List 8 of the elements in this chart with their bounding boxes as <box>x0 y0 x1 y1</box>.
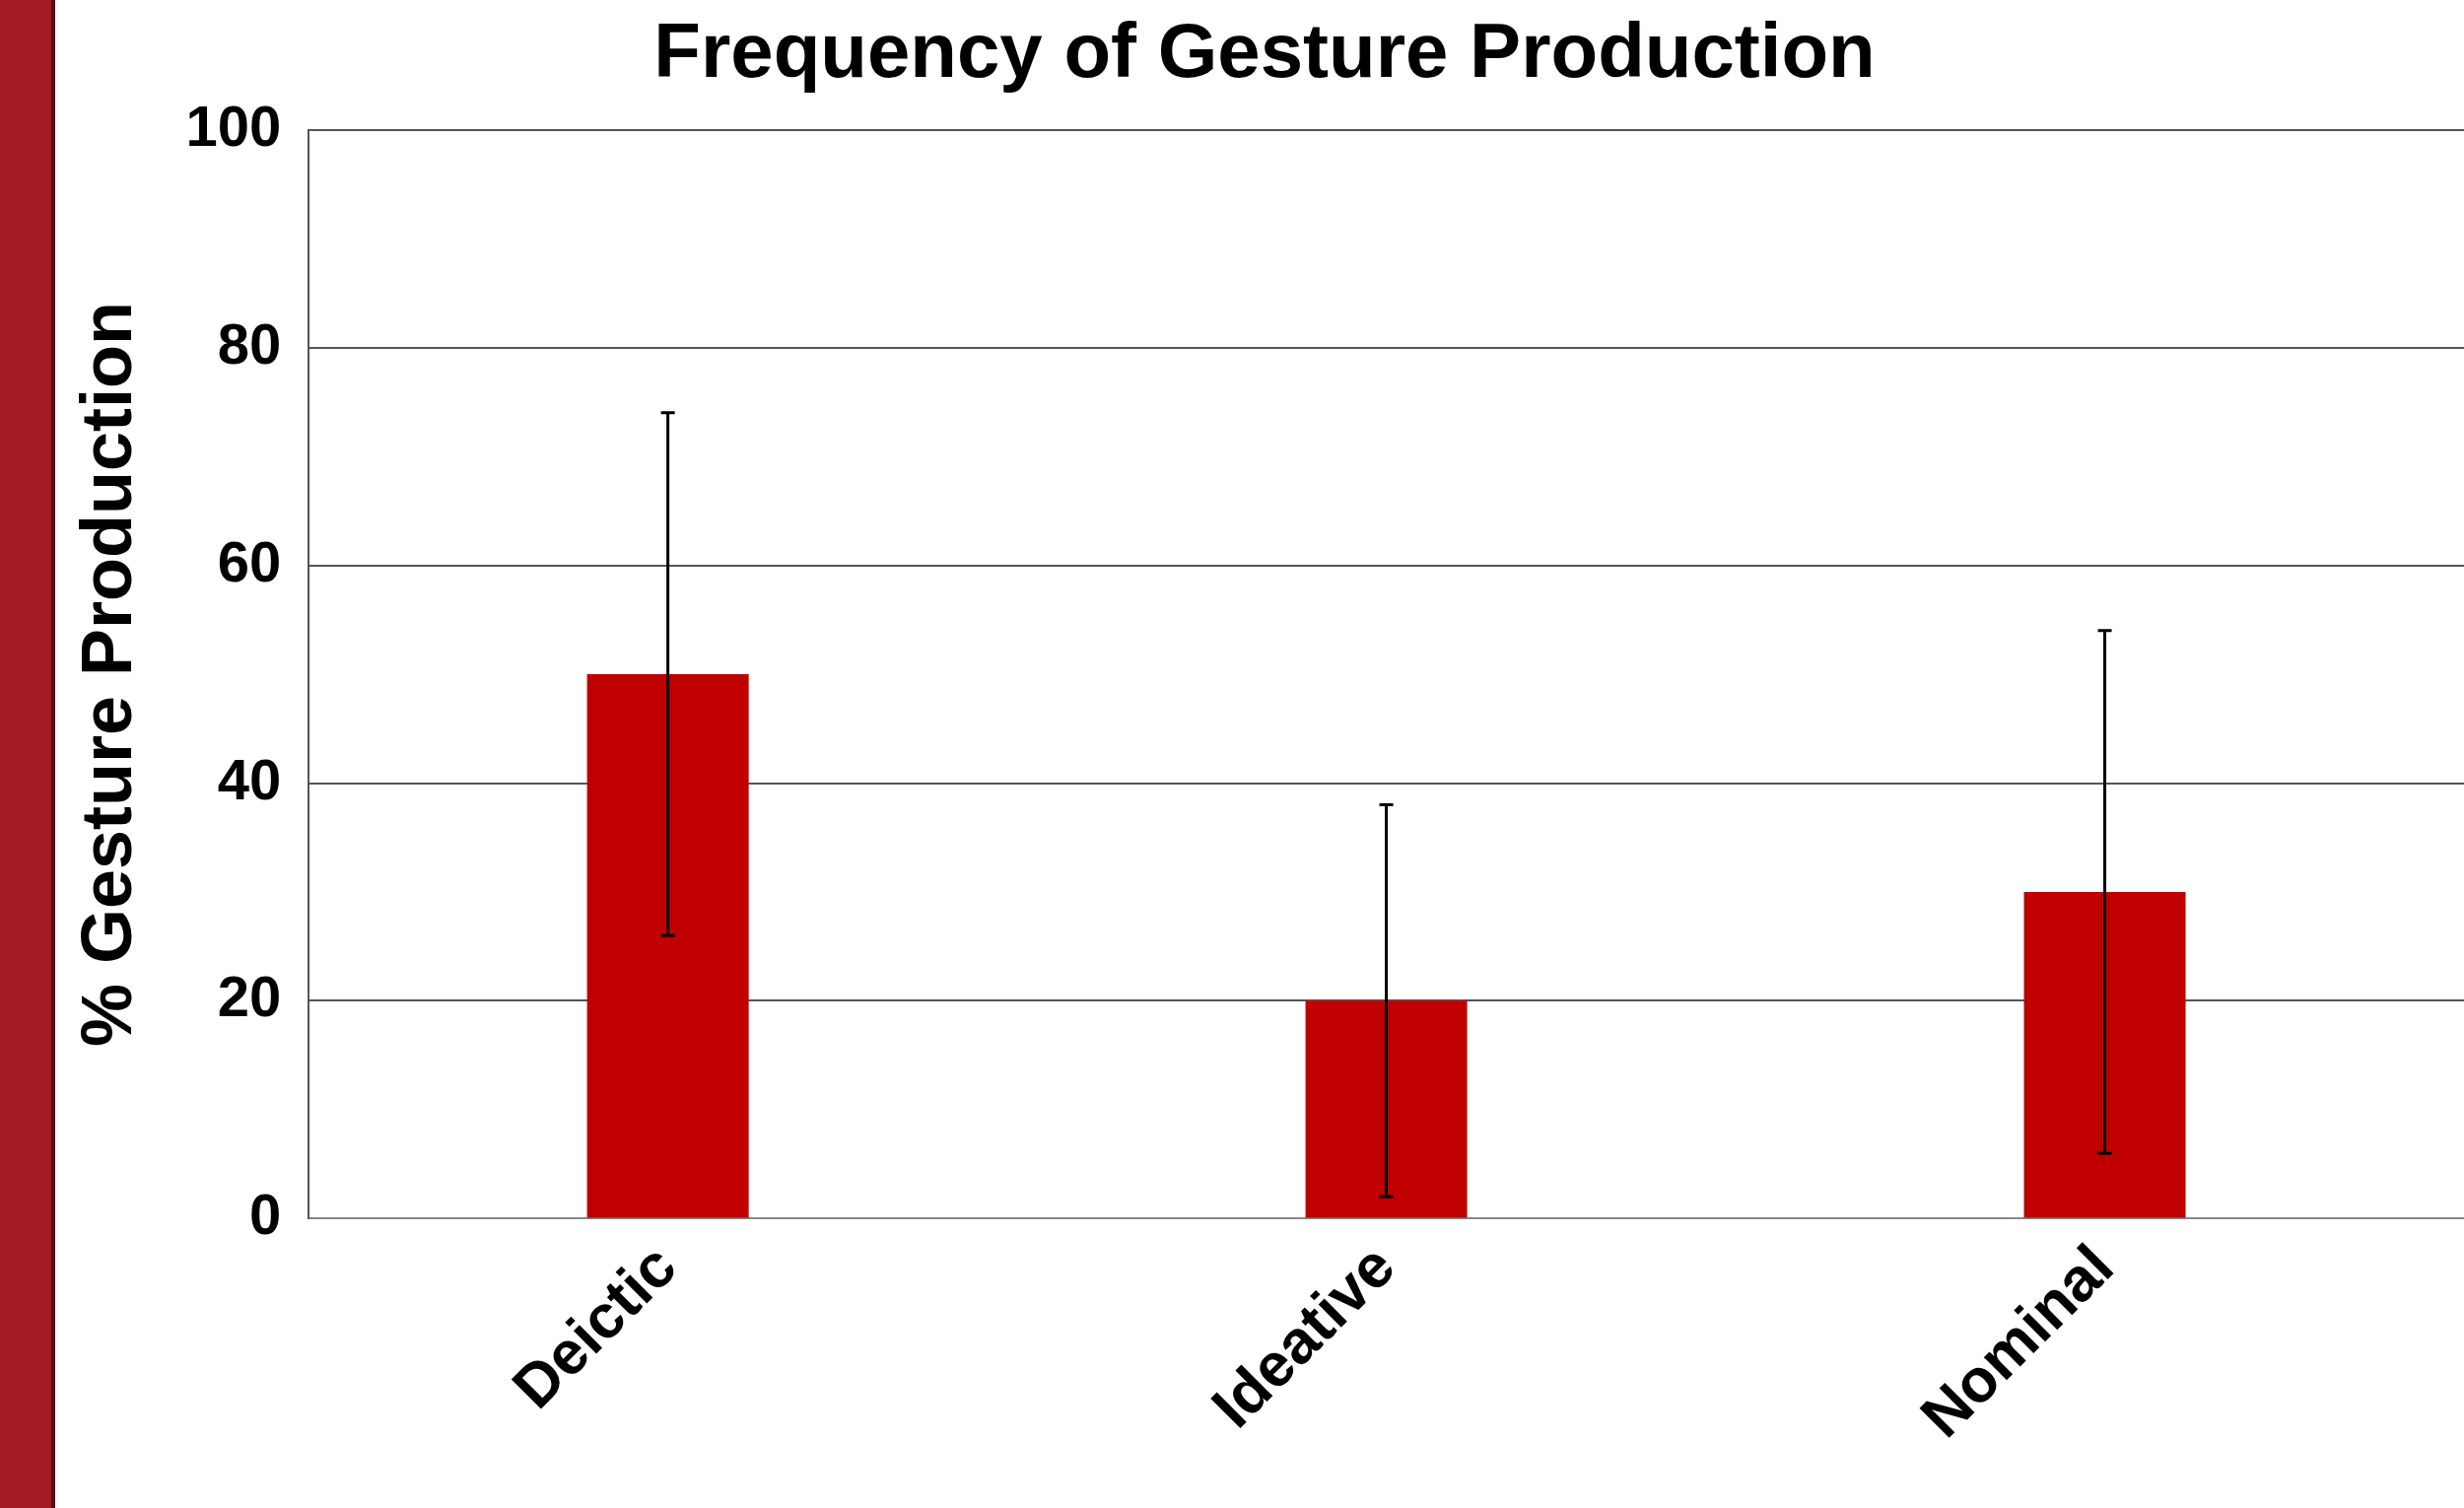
y-tick-label: 80 <box>217 310 282 376</box>
chart-title: Frequency of Gesture Production <box>653 7 1876 95</box>
y-axis-title: % Gesture Production <box>67 301 147 1048</box>
y-tick-label: 100 <box>185 93 282 158</box>
y-tick-label: 20 <box>217 964 282 1029</box>
y-tick-label: 40 <box>217 746 282 811</box>
y-tick-label: 60 <box>217 528 282 593</box>
y-tick-label: 0 <box>248 1182 282 1247</box>
